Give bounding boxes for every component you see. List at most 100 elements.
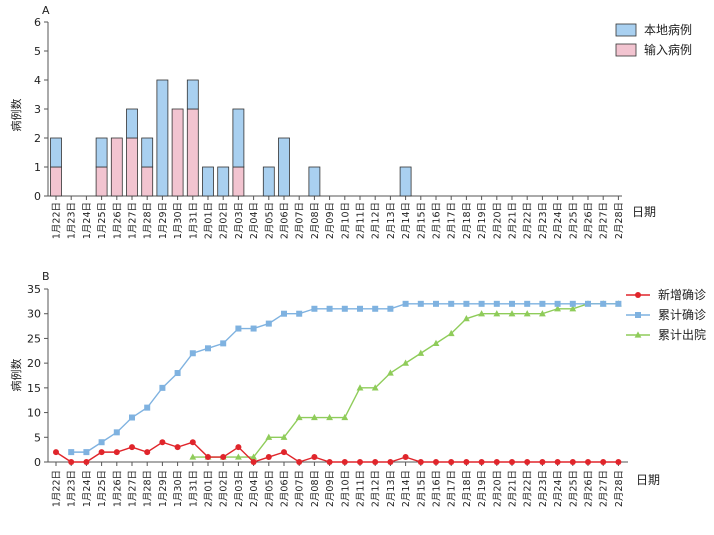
point-triangle xyxy=(569,305,577,312)
point-square xyxy=(159,384,166,391)
x-tick-label: 2月28日 xyxy=(614,470,625,507)
bar-segment xyxy=(95,166,108,197)
point-triangle xyxy=(265,433,273,440)
legend-label: 累计确诊 xyxy=(658,308,706,322)
point-square xyxy=(68,449,75,456)
point-triangle xyxy=(235,453,242,460)
point-square xyxy=(174,370,181,377)
x-tick-label: 1月23日 xyxy=(67,202,78,239)
x-tick-label: 2月15日 xyxy=(416,470,427,507)
x-tick-label: 2月20日 xyxy=(492,470,503,507)
point-circle xyxy=(205,454,211,461)
y-tick-label: 20 xyxy=(27,357,41,370)
point-square xyxy=(220,340,227,347)
point-square xyxy=(569,300,576,307)
bar-segment xyxy=(308,166,321,197)
point-square xyxy=(311,305,318,312)
point-square xyxy=(448,300,455,307)
point-triangle xyxy=(463,315,470,322)
y-tick-label: 4 xyxy=(34,74,41,87)
point-circle xyxy=(220,454,227,461)
series-line xyxy=(192,303,619,458)
point-square xyxy=(281,310,287,317)
point-square xyxy=(554,300,561,307)
point-circle xyxy=(129,444,135,451)
point-square xyxy=(341,305,348,312)
x-tick-label: 1月23日 xyxy=(67,470,78,507)
bar-segment xyxy=(171,108,184,197)
point-square xyxy=(493,300,500,307)
point-triangle xyxy=(280,433,288,440)
panel-b-lines xyxy=(53,300,622,465)
x-tick-label: 1月31日 xyxy=(188,202,199,239)
point-circle xyxy=(615,459,622,465)
x-tick-label: 2月07日 xyxy=(295,202,306,239)
x-tick-label: 2月12日 xyxy=(371,202,382,239)
bar-segment xyxy=(217,166,230,197)
x-tick-label: 2月24日 xyxy=(553,470,564,507)
bar-segment xyxy=(95,137,108,168)
x-tick-label: 2月20日 xyxy=(492,202,503,239)
point-circle xyxy=(68,459,75,465)
x-tick-label: 1月29日 xyxy=(158,202,169,239)
x-tick-label: 2月21日 xyxy=(508,470,519,507)
legend-swatch xyxy=(615,23,637,37)
point-triangle xyxy=(356,384,364,391)
x-tick-label: 1月27日 xyxy=(128,202,139,239)
x-tick-label: 2月01日 xyxy=(204,470,215,507)
x-tick-label: 2月04日 xyxy=(249,470,260,507)
x-tick-label: 2月19日 xyxy=(477,470,488,507)
point-circle xyxy=(159,439,166,446)
x-tick-label: 2月26日 xyxy=(584,470,595,507)
x-tick-label: 2月24日 xyxy=(553,202,564,239)
point-circle xyxy=(417,459,424,465)
y-tick-label: 0 xyxy=(34,456,41,469)
x-tick-label: 2月21日 xyxy=(508,202,519,239)
y-tick-label: 6 xyxy=(34,16,41,29)
point-circle xyxy=(83,459,90,465)
point-circle xyxy=(600,459,607,465)
y-tick-label: 2 xyxy=(34,132,41,145)
x-tick-label: 1月24日 xyxy=(82,470,93,507)
y-tick-label: 1 xyxy=(34,161,41,174)
point-square xyxy=(433,300,439,307)
point-circle xyxy=(189,439,196,446)
point-triangle xyxy=(523,310,531,317)
point-triangle xyxy=(432,339,440,346)
x-tick-label: 1月25日 xyxy=(97,470,108,507)
point-square xyxy=(539,300,546,307)
x-tick-label: 1月22日 xyxy=(52,202,63,239)
point-triangle xyxy=(250,453,257,460)
x-tick-label: 1月27日 xyxy=(128,470,139,507)
y-tick-label: 0 xyxy=(34,190,41,203)
legend-label: 新增确诊 xyxy=(658,287,706,302)
point-triangle xyxy=(371,384,379,391)
point-square xyxy=(585,300,591,307)
point-square xyxy=(372,305,379,312)
x-tick-label: 2月03日 xyxy=(234,470,245,507)
bar-segment xyxy=(232,108,245,168)
x-tick-label: 2月26日 xyxy=(584,202,595,239)
point-square xyxy=(326,305,333,312)
point-circle xyxy=(554,459,561,465)
x-tick-label: 2月23日 xyxy=(538,202,549,239)
y-tick-label: 25 xyxy=(27,332,41,345)
legend-label: 本地病例 xyxy=(644,22,692,37)
panel-a-xlabel: 日期 xyxy=(632,205,656,219)
point-circle xyxy=(265,454,272,461)
bar-segment xyxy=(186,79,199,110)
x-tick-label: 2月11日 xyxy=(356,470,367,507)
bar-segment xyxy=(110,137,123,197)
point-triangle xyxy=(447,329,455,337)
point-circle xyxy=(372,459,379,465)
point-square xyxy=(265,320,272,327)
point-square xyxy=(144,404,151,411)
x-tick-label: 1月30日 xyxy=(173,202,184,239)
bar-segment xyxy=(399,166,412,197)
point-circle xyxy=(174,444,181,451)
x-tick-label: 2月04日 xyxy=(249,202,260,239)
point-square xyxy=(235,325,242,332)
